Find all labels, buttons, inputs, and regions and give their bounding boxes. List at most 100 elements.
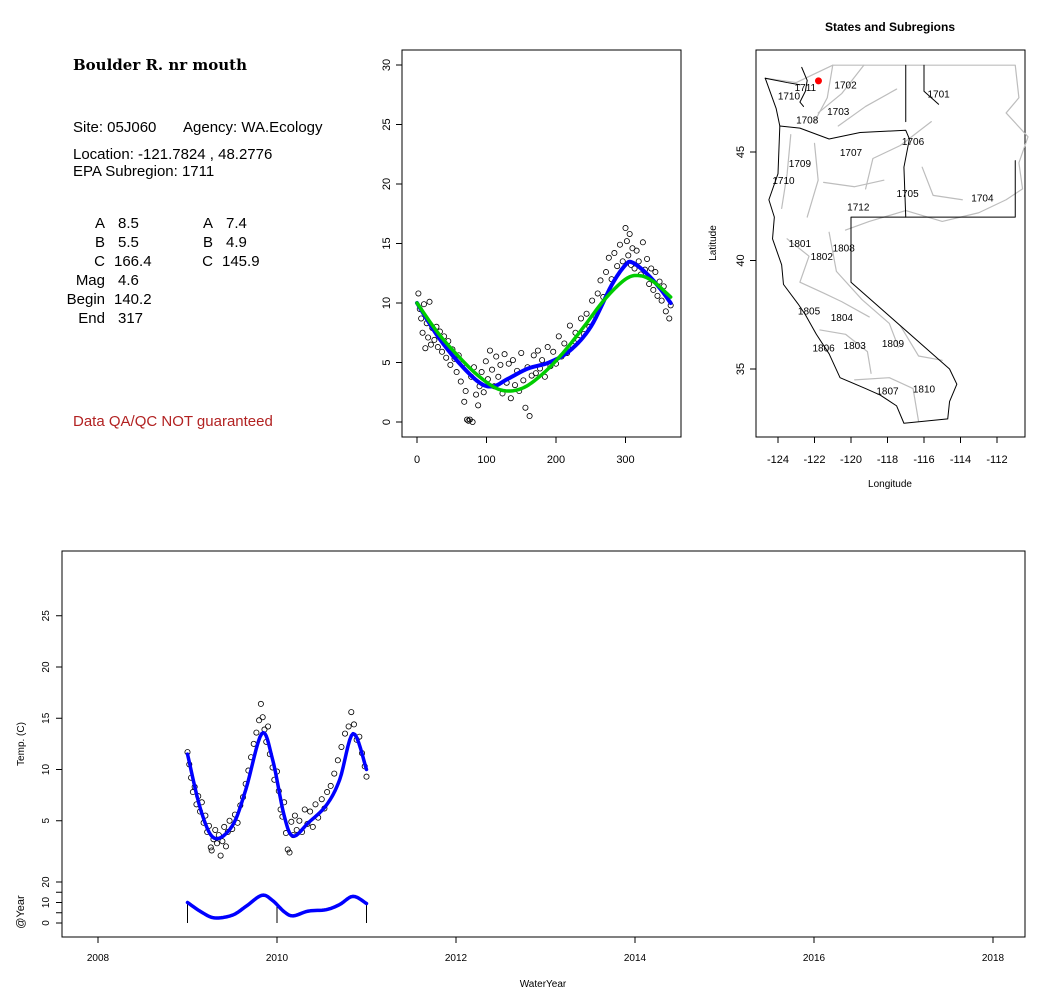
param-label: A	[202, 215, 213, 232]
y-tick-label: 15	[381, 237, 393, 249]
data-point	[666, 315, 673, 322]
green-fit-line	[415, 273, 673, 393]
data-point	[555, 333, 562, 340]
data-point	[293, 826, 300, 833]
subregion-label: 1701	[927, 89, 950, 100]
x-axis-label: WaterYear	[520, 979, 567, 990]
epa-subregion: EPA Subregion: 1711	[73, 163, 215, 180]
y-tick-label: 10	[41, 764, 52, 776]
y-axis-label: Temp. (C)	[16, 722, 27, 766]
data-point	[284, 846, 291, 853]
data-point	[652, 269, 659, 276]
data-point	[478, 369, 485, 376]
data-point	[518, 349, 525, 356]
blue-fit-line	[415, 259, 673, 389]
param-value: 8.5	[118, 215, 139, 232]
data-point	[465, 417, 472, 424]
subregion-boundary	[806, 142, 819, 218]
data-point	[214, 840, 221, 847]
y-tick-label: 5	[381, 359, 393, 365]
x-tick-label: -118	[877, 454, 898, 466]
data-point	[324, 789, 331, 796]
data-point	[480, 389, 487, 396]
data-point	[530, 352, 537, 359]
y-tick-label: 5	[41, 818, 52, 824]
param-label: Begin	[66, 291, 105, 308]
state-boundary	[764, 77, 801, 86]
y-tick-label: 25	[41, 610, 52, 622]
plot-frame	[61, 550, 1026, 938]
data-point	[614, 263, 621, 270]
data-point	[422, 345, 429, 352]
subregion-boundary	[781, 134, 792, 210]
y-axis-label: Latitude	[708, 225, 719, 261]
subregion-boundary	[817, 64, 865, 114]
data-point	[447, 361, 454, 368]
data-point	[469, 418, 476, 425]
data-point	[296, 817, 303, 824]
data-point	[520, 377, 527, 384]
data-point	[259, 714, 266, 721]
data-point	[257, 700, 264, 707]
subregion-label: 1705	[896, 189, 919, 200]
data-point	[493, 353, 500, 360]
data-point	[363, 773, 370, 780]
agency: Agency: WA.Ecology	[183, 119, 323, 136]
y2-axis-label: @Year	[15, 895, 27, 929]
data-point	[489, 366, 496, 373]
data-point	[522, 404, 529, 411]
subregion-label: 1710	[778, 92, 801, 103]
x-tick-label: -122	[803, 454, 825, 466]
subregion-boundary	[828, 231, 900, 348]
data-point	[501, 351, 508, 358]
subregion-label: 1706	[902, 137, 925, 148]
site-title: Boulder R. nr mouth	[73, 56, 248, 74]
data-point	[611, 250, 618, 257]
x-tick-label: -112	[986, 454, 1007, 466]
subregion-label: 1805	[798, 306, 821, 317]
param-value: 5.5	[118, 234, 139, 251]
param-value: 145.9	[222, 253, 260, 270]
param-value: 317	[118, 310, 144, 327]
subregion-label: 1801	[789, 239, 812, 250]
x-tick-label: 2012	[445, 953, 468, 964]
x-tick-label: 2016	[803, 953, 826, 964]
subregion-boundary	[823, 179, 885, 188]
subregion-boundary	[764, 64, 1029, 231]
data-point	[334, 757, 341, 764]
data-point	[539, 357, 546, 364]
qa-note: Data QA/QC NOT guaranteed	[73, 413, 273, 430]
subregion-label: 1803	[844, 341, 867, 352]
data-point	[583, 310, 590, 317]
data-point	[475, 402, 482, 409]
data-point	[650, 286, 657, 293]
data-point	[662, 308, 669, 315]
data-point	[350, 721, 357, 728]
site-marker	[814, 77, 822, 85]
data-point	[544, 344, 551, 351]
data-point	[505, 360, 512, 367]
x-tick-label: -114	[950, 454, 971, 466]
data-point	[464, 416, 471, 423]
data-point	[633, 247, 640, 254]
x-axis-label: Longitude	[868, 479, 912, 490]
y-tick-label: 0	[381, 419, 393, 425]
data-point	[318, 796, 325, 803]
data-point	[342, 730, 349, 737]
data-point	[439, 348, 446, 355]
temp-fit-line	[185, 730, 369, 841]
data-point	[486, 347, 493, 354]
data-point	[345, 723, 352, 730]
y-tick-label: 20	[381, 178, 393, 190]
state-boundary	[764, 77, 1016, 424]
x-tick-label: -124	[767, 454, 789, 466]
data-point	[622, 225, 629, 232]
plot-frame	[401, 49, 682, 438]
data-point	[534, 347, 541, 354]
param-label: End	[78, 310, 105, 327]
data-point	[309, 823, 316, 830]
subregion-label: 1809	[882, 339, 905, 350]
param-value: 7.4	[226, 215, 247, 232]
subregion-label: 1710	[772, 176, 795, 187]
data-point	[561, 340, 568, 347]
